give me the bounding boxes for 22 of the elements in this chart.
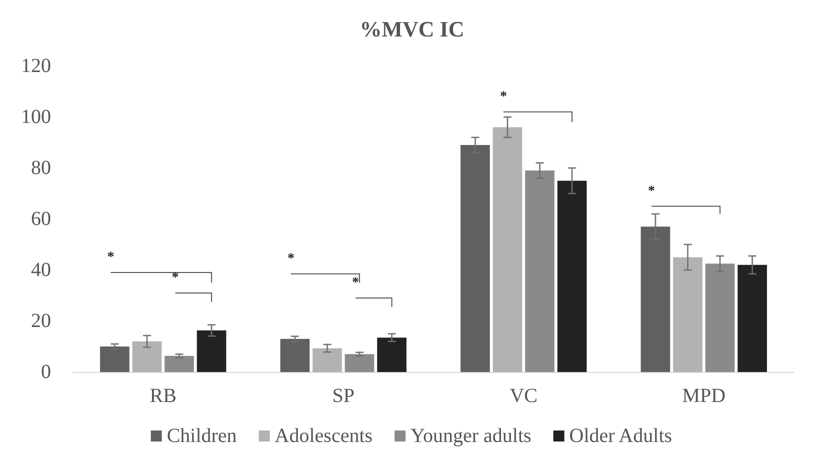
y-tick-label: 40 [31, 259, 51, 281]
legend-label: Adolescents [274, 425, 373, 447]
legend-label: Older Adults [569, 425, 672, 447]
y-tick-label: 20 [31, 310, 51, 332]
legend-label: Children [166, 425, 237, 447]
y-tick-label: 60 [31, 208, 51, 230]
annotation: * [352, 276, 360, 291]
annotation: * [500, 89, 507, 104]
y-tick-label: 80 [31, 157, 51, 179]
annotation: * [107, 250, 114, 266]
annotation: * [287, 251, 294, 266]
chart-title: %MVC IC [360, 16, 464, 42]
y-tick-label: 0 [41, 361, 51, 383]
y-tick-label: 120 [21, 55, 51, 77]
x-tick-label: VC [510, 385, 538, 407]
y-tick-label: 100 [21, 106, 51, 128]
annotation: * [172, 270, 179, 286]
x-tick-label: SP [332, 385, 354, 407]
annotation: * [648, 184, 655, 199]
x-tick-label: RB [150, 385, 176, 407]
x-tick-label: MPD [682, 385, 726, 407]
legend-label: Younger adults [410, 425, 532, 447]
